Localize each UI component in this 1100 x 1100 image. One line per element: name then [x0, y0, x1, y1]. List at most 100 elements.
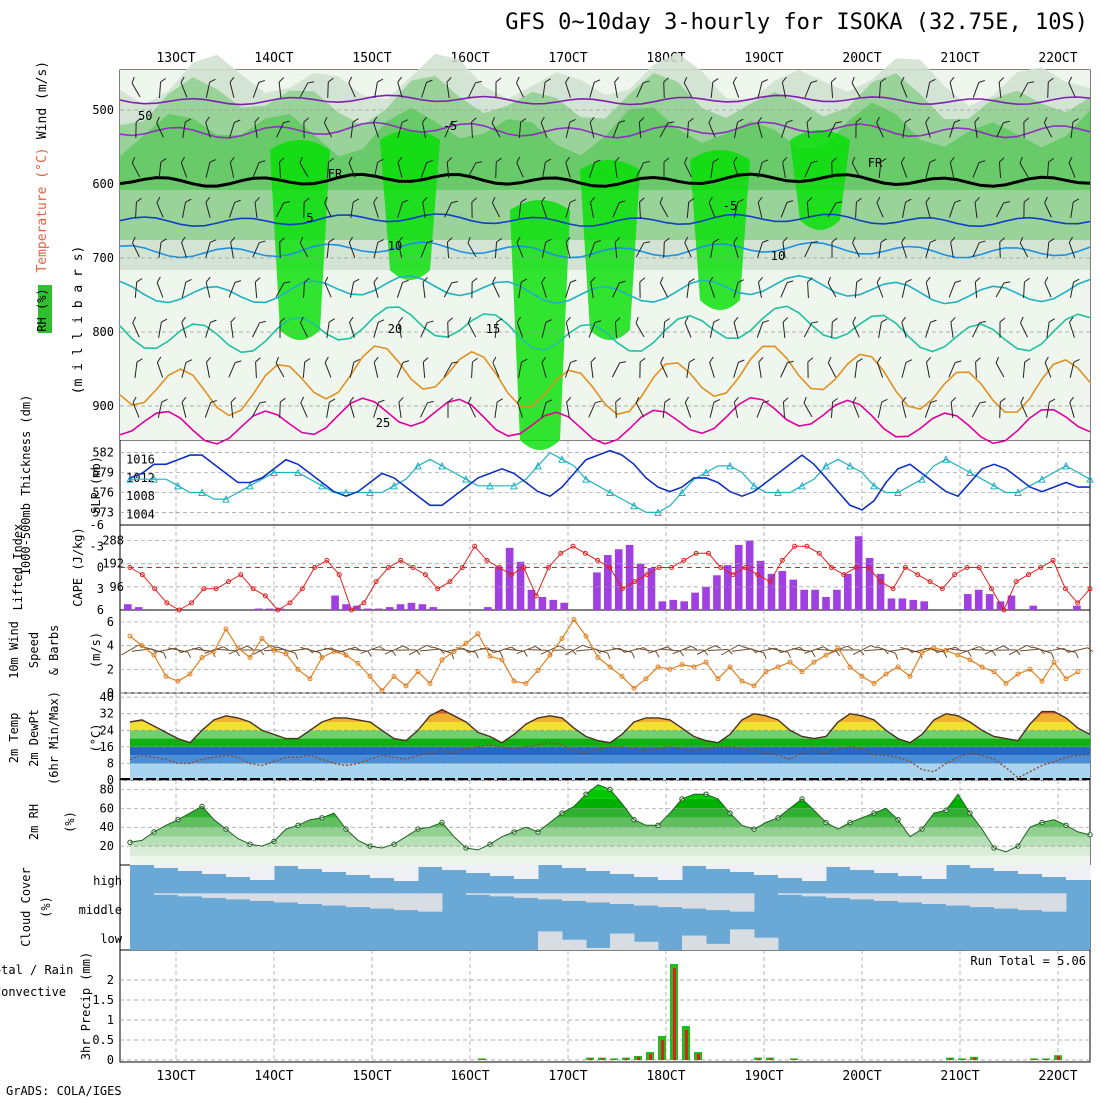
upper-wind-barb — [878, 77, 887, 99]
wind-barb — [672, 645, 698, 655]
upper-wind-barb — [686, 358, 696, 378]
upper-wind-barb — [950, 397, 957, 419]
cloud-high-gap — [178, 865, 203, 871]
rh-color-band — [130, 855, 1090, 865]
barb-flag — [300, 396, 305, 403]
upper-wind-barb — [806, 117, 812, 139]
barb-staff — [757, 82, 763, 98]
upper-wind-barb — [471, 357, 478, 379]
cloud-low-gap — [754, 937, 779, 950]
upper-wind-barb — [135, 117, 142, 139]
wind-speed-point — [139, 643, 145, 649]
barb-flag — [156, 356, 162, 363]
barb-staff — [504, 648, 524, 652]
barb-staff — [349, 322, 355, 338]
barb-staff — [996, 122, 1004, 138]
temp-tick-label: 24 — [100, 723, 114, 737]
upper-wind-barb — [687, 117, 694, 139]
upper-wind-barb — [901, 278, 912, 298]
barb-flag — [279, 157, 285, 163]
thickness-point — [246, 481, 254, 490]
cloud-high-gap — [202, 865, 227, 874]
barb-flag — [545, 238, 552, 243]
barb-flag — [545, 319, 552, 323]
barb-flag — [967, 650, 972, 657]
barb-staff — [324, 362, 332, 378]
barb-staff — [589, 162, 595, 178]
barb-staff — [611, 362, 621, 378]
barb-staff — [565, 242, 571, 258]
upper-wind-barb — [275, 201, 291, 218]
upper-wind-barb — [326, 238, 335, 259]
barb-staff — [360, 646, 380, 654]
barb-staff — [447, 321, 449, 339]
barb-staff — [215, 648, 237, 652]
upper-wind-barb — [205, 239, 217, 258]
wind-speed-point — [559, 636, 565, 642]
upper-wind-barb — [972, 79, 985, 98]
upper-wind-barb — [949, 76, 955, 98]
upper-wind-barb — [614, 317, 621, 339]
barb-flag — [810, 80, 818, 84]
wind-barb — [863, 648, 889, 655]
wind-speed-point — [403, 683, 409, 689]
barb-staff — [1023, 281, 1025, 299]
barb-flag — [852, 316, 857, 323]
isotherm-label: 15 — [486, 322, 500, 336]
cloud-mid-gap — [658, 893, 683, 908]
barb-staff — [709, 362, 715, 378]
barb-flag — [540, 196, 546, 203]
cloud-mid-gap — [274, 893, 299, 903]
barb-flag — [954, 119, 961, 123]
temp-color-band — [130, 746, 1090, 756]
barb-flag — [294, 653, 299, 660]
barb-staff — [517, 362, 523, 378]
barb-flag — [979, 401, 987, 404]
upper-wind-barb — [134, 358, 143, 379]
barb-staff — [950, 401, 954, 419]
upper-wind-barb — [541, 399, 553, 418]
barb-flag — [894, 653, 899, 660]
barb-staff — [807, 281, 809, 299]
upper-wind-barb — [134, 278, 143, 299]
barb-flag — [733, 236, 738, 243]
precip-convective-bar — [1057, 1056, 1060, 1060]
cloud-mid-gap — [1018, 893, 1043, 911]
date-label-bottom: 21OCT — [940, 1069, 979, 1084]
cloud-mid-gap — [610, 893, 635, 905]
precip-convective-bar — [973, 1057, 976, 1060]
cape-bar — [964, 594, 972, 610]
upper-wind-barb — [807, 277, 813, 299]
li-point — [632, 579, 638, 585]
upper-wind-barb — [1047, 77, 1054, 99]
date-label-bottom: 18OCT — [646, 1069, 685, 1084]
barb-staff — [709, 322, 715, 338]
date-label-top: 19OCT — [744, 51, 783, 66]
barb-flag — [131, 156, 136, 164]
cloud-mid-gap — [802, 893, 827, 897]
upper-wind-barb — [516, 76, 524, 98]
barb-staff — [276, 122, 284, 138]
upper-wind-barb — [851, 76, 861, 98]
barb-flag — [762, 239, 769, 243]
barb-staff — [518, 282, 522, 298]
barb-flag — [229, 156, 235, 163]
barb-flag — [348, 76, 353, 83]
barb-flag — [422, 357, 429, 363]
barb-staff — [732, 648, 752, 652]
barb-staff — [876, 202, 884, 218]
rh2m-axis-label: 2m RH — [27, 804, 41, 840]
barb-flag — [329, 398, 336, 403]
upper-wind-barb — [135, 197, 142, 219]
barb-flag — [925, 276, 931, 283]
upper-wind-barb — [421, 79, 433, 98]
upper-wind-barb — [780, 200, 794, 218]
barb-staff — [542, 162, 546, 178]
upper-wind-barb — [612, 120, 626, 138]
barb-flag — [1044, 356, 1049, 363]
cape-bar — [985, 594, 994, 610]
wind-speed-point — [631, 685, 637, 691]
barb-staff — [566, 402, 570, 418]
cloud-mid-gap — [778, 893, 803, 895]
barb-flag — [235, 650, 241, 657]
